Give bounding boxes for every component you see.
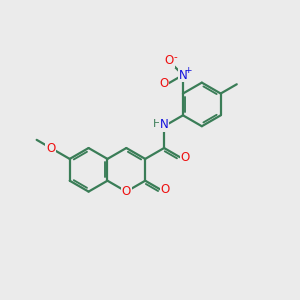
Text: N: N [178,68,187,82]
Text: O: O [159,77,169,90]
Text: N: N [160,118,169,131]
Text: -: - [173,52,177,62]
Text: O: O [46,142,56,154]
Text: O: O [181,151,190,164]
Text: +: + [184,65,192,74]
Text: O: O [160,184,170,196]
Text: O: O [122,185,131,198]
Text: O: O [165,54,174,67]
Text: H: H [153,119,161,129]
